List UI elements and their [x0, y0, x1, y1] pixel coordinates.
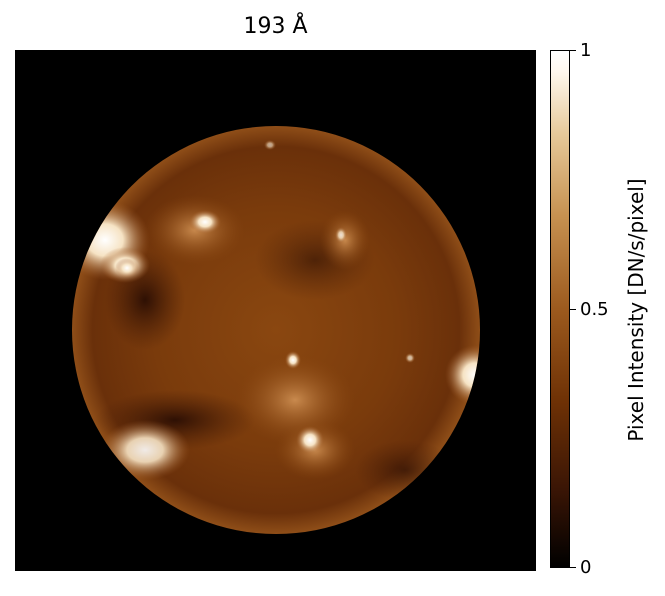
colorbar — [550, 50, 570, 568]
bright-spot — [405, 353, 415, 363]
colorbar-tick — [570, 309, 576, 310]
figure-title: 193 Å — [243, 14, 308, 39]
colorbar-tick-label: 1 — [580, 40, 592, 61]
bright-spot — [189, 210, 221, 234]
bright-spot — [296, 426, 324, 454]
colorbar-tick — [570, 567, 576, 568]
solar-image — [15, 50, 536, 571]
colorbar-tick-label: 0 — [580, 557, 592, 578]
bright-spot — [264, 140, 276, 150]
colorbar-label: Pixel Intensity [DN/s/pixel] — [624, 178, 648, 442]
bright-spot — [335, 227, 347, 243]
solar-image-panel — [15, 50, 536, 571]
colorbar-tick — [570, 50, 576, 51]
colorbar-tick-label: 0.5 — [580, 299, 609, 320]
bright-spot — [115, 258, 139, 278]
bright-spot — [285, 351, 301, 369]
